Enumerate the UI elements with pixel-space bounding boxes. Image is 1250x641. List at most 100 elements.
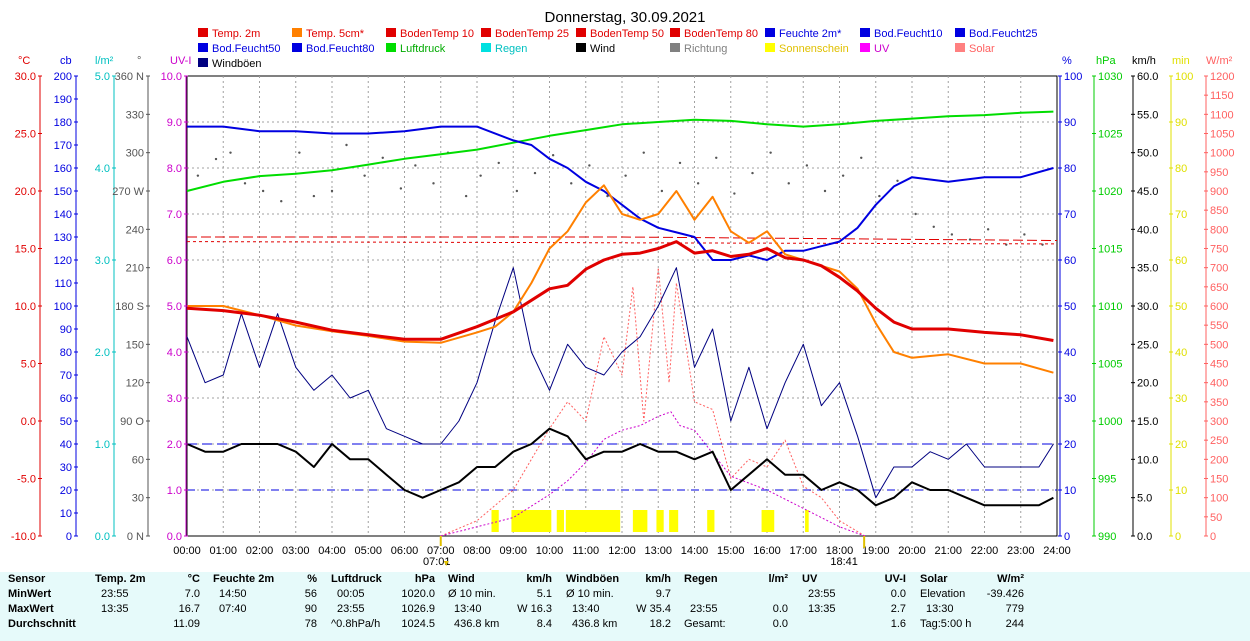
- axis-tick-dir: 150: [126, 339, 144, 351]
- legend-swatch: [481, 43, 491, 52]
- axis-tick-wind: 30.0: [1137, 301, 1158, 313]
- axis-tick-rain: 2.0: [95, 347, 110, 359]
- axis-tick-solar: 1000: [1210, 148, 1234, 160]
- axis-tick-temp: 10.0: [15, 301, 36, 313]
- sunshine-bar: [565, 510, 621, 532]
- wind-direction-point: [968, 238, 972, 241]
- rain-max-value: 0.0: [772, 603, 788, 615]
- axis-tick-dir: 120: [126, 378, 144, 390]
- solar-unit: W/m²: [997, 573, 1024, 585]
- legend-swatch: [670, 43, 680, 52]
- axis-tick-temp: 30.0: [15, 71, 36, 83]
- axis-tick-dir: 270 W: [112, 186, 144, 198]
- legend-swatch: [198, 28, 208, 37]
- axis-tick-cb: 20: [60, 485, 72, 497]
- axis-tick-cb: 120: [54, 255, 72, 267]
- sunrise-label: 07:01: [423, 556, 451, 568]
- axis-tick-uv: 2.0: [167, 439, 182, 451]
- temp-unit: °C: [187, 573, 200, 585]
- legend-label: BodenTemp 50: [590, 28, 664, 40]
- uv-avg-value: 1.6: [890, 618, 906, 630]
- plot-area: [186, 75, 1058, 537]
- sunshine-bar: [491, 510, 499, 532]
- axis-tick-cb: 60: [60, 393, 72, 405]
- axis-tick-wind: 50.0: [1137, 148, 1158, 160]
- legend-label: Temp. 2m: [212, 28, 260, 40]
- hum-min-time: 14:50: [219, 588, 247, 600]
- stats-col-wind: Wind km/h Ø 10 min. 5.1 13:40 W 16.3 436.8 …: [448, 572, 552, 632]
- series-windb-en: [186, 267, 1054, 499]
- axis-tick-solar: 750: [1210, 244, 1228, 256]
- press-max-time: 23:55: [337, 603, 365, 615]
- wind-direction-point: [497, 161, 500, 165]
- axis-tick-temp: 20.0: [15, 186, 36, 198]
- x-tick-label: 23:00: [1007, 545, 1035, 557]
- stats-min-row-label: MinWert: [8, 588, 52, 600]
- axis-tick-cb: 100: [54, 301, 72, 313]
- axis-tick-solar: 200: [1210, 454, 1228, 466]
- legend-label: Sonnenschein: [779, 43, 849, 55]
- legend-label: Windböen: [212, 58, 262, 70]
- press-avg-value: 1024.5: [401, 618, 435, 630]
- axis-tick-wind: 15.0: [1137, 416, 1158, 428]
- wind-direction-point: [606, 194, 609, 198]
- wind-max-label: W 16.3: [517, 603, 552, 615]
- axis-tick-cb: 140: [54, 209, 72, 221]
- wind-direction-point: [533, 171, 537, 175]
- sunshine-bar: [556, 510, 564, 532]
- legend-label: Temp. 5cm*: [306, 28, 365, 40]
- gust-max-time: 13:40: [572, 603, 600, 615]
- wind-direction-point: [414, 164, 417, 167]
- legend-swatch: [198, 58, 208, 67]
- x-tick-label: 11:00: [572, 545, 599, 557]
- wind-direction-point: [841, 174, 845, 177]
- axis-tick-wind: 20.0: [1137, 378, 1158, 390]
- axis-tick-uv: 0.0: [167, 531, 182, 543]
- axis-tick-uv: 9.0: [167, 117, 182, 129]
- axis-tick-solar: 1050: [1210, 129, 1234, 141]
- wind-direction-point: [678, 161, 682, 165]
- stats-avg-row-label: Durchschnitt: [8, 618, 76, 630]
- series-feuchte-2m-: [187, 125, 1054, 261]
- axis-tick-temp: 0.0: [21, 416, 36, 428]
- series-bodentemp: [187, 236, 1058, 241]
- legend-swatch: [860, 43, 870, 52]
- wind-direction-point: [399, 187, 403, 190]
- temp-label: Temp. 2m: [95, 573, 146, 585]
- legend-label: Bod.Feucht80: [306, 43, 375, 55]
- wind-direction-point: [896, 179, 899, 182]
- legend-label: Bod.Feucht50: [212, 43, 281, 55]
- axis-tick-wind: 55.0: [1137, 109, 1158, 121]
- wind-direction-point: [298, 151, 301, 154]
- legend-swatch: [955, 28, 965, 37]
- wind-avg-label: 436.8 km: [454, 618, 500, 630]
- legend-swatch: [386, 43, 396, 52]
- sunshine-bar: [656, 510, 664, 532]
- legend-label: BodenTemp 10: [400, 28, 474, 40]
- legend-label: Solar: [969, 43, 995, 55]
- axis-tick-press: 1005: [1098, 359, 1122, 371]
- chart-title: Donnerstag, 30.09.2021: [545, 9, 706, 26]
- axis-tick-solar: 450: [1210, 359, 1228, 371]
- stats-col-hum: Feuchte 2m% 14:50 56 07:40 90 78: [213, 572, 317, 632]
- legend-swatch: [765, 43, 775, 52]
- axis-tick-hum: 50: [1064, 301, 1076, 313]
- axis-tick-sun: 40: [1175, 347, 1187, 359]
- axis-tick-uv: 5.0: [167, 301, 182, 313]
- axis-unit-temp: °C: [18, 55, 30, 67]
- x-tick-label: 17:00: [789, 545, 817, 557]
- x-tick-label: 22:00: [971, 545, 999, 557]
- gust-min-label: Ø 10 min.: [566, 588, 614, 600]
- axis-tick-sun: 20: [1175, 439, 1187, 451]
- axis-tick-press: 1010: [1098, 301, 1122, 313]
- wind-direction-point: [381, 156, 384, 159]
- solar-avg-label: Tag:5:00 h: [920, 618, 972, 630]
- x-tick-label: 14:00: [681, 545, 709, 557]
- axis-tick-temp: 15.0: [15, 244, 36, 256]
- axis-tick-wind: 45.0: [1137, 186, 1158, 198]
- wind-direction-point: [986, 228, 990, 231]
- axis-tick-solar: 400: [1210, 378, 1228, 390]
- x-tick-label: 19:00: [862, 545, 890, 557]
- axis-tick-cb: 170: [54, 140, 72, 152]
- axis-tick-wind: 40.0: [1137, 224, 1158, 236]
